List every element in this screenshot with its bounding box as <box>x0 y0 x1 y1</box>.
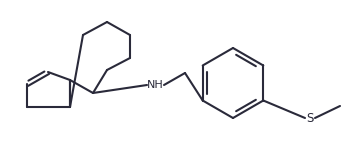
Text: NH: NH <box>147 80 163 90</box>
Text: S: S <box>306 111 314 125</box>
